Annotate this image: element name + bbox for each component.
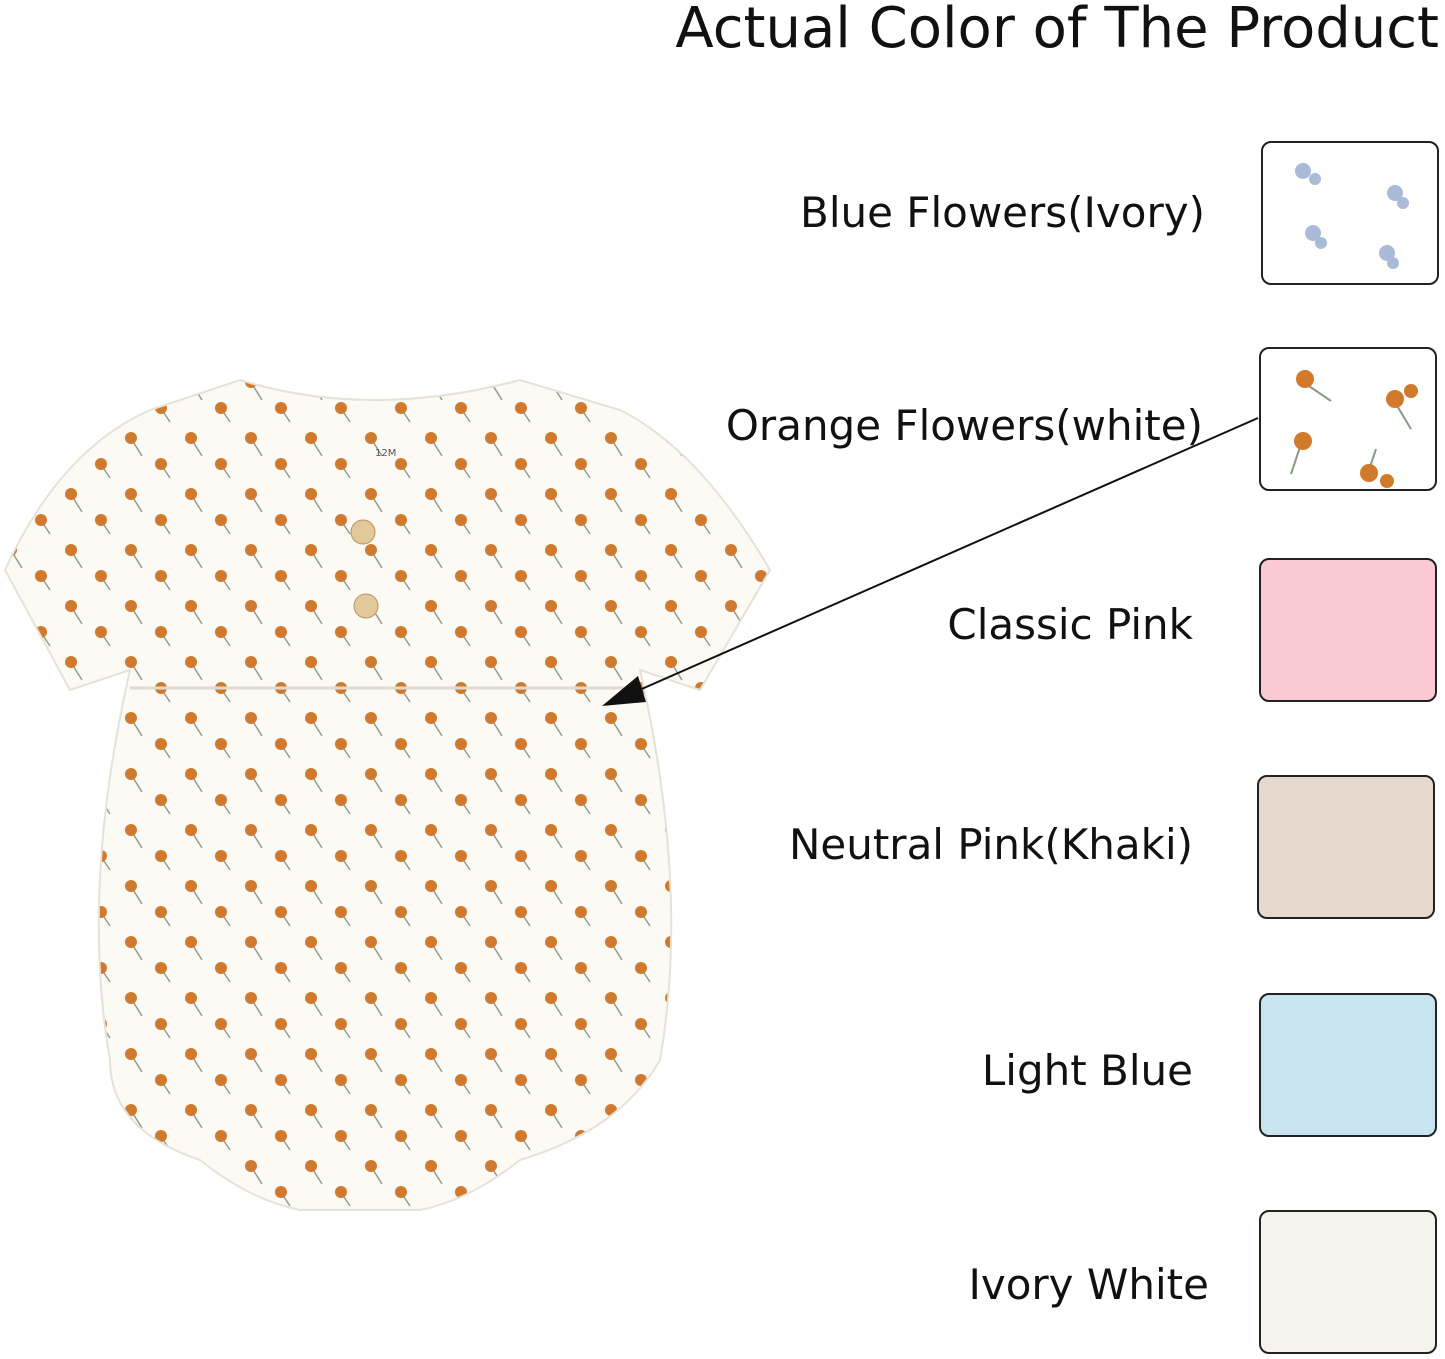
swatch-blue-flowers[interactable] — [1261, 141, 1439, 285]
blue-flower-pattern — [1295, 163, 1409, 269]
color-label-ivory-white: Ivory White — [968, 1260, 1209, 1309]
orange-flower-pattern — [1290, 370, 1418, 488]
page-title: Actual Color of The Product — [675, 0, 1439, 61]
color-label-orange-flowers: Orange Flowers(white) — [725, 401, 1203, 450]
romper-body — [3, 378, 772, 1211]
swatch-orange-flowers[interactable] — [1259, 347, 1437, 491]
swatch-classic-pink[interactable] — [1259, 558, 1437, 702]
swatch-neutral-pink[interactable] — [1257, 775, 1435, 919]
button-icon — [350, 519, 376, 545]
romper-product-image: 12M — [3, 378, 772, 1211]
swatch-ivory-white[interactable] — [1259, 1210, 1437, 1354]
color-label-neutral-pink: Neutral Pink(Khaki) — [788, 820, 1193, 869]
size-tag: 12M — [375, 448, 396, 459]
color-label-blue-flowers: Blue Flowers(Ivory) — [800, 188, 1205, 237]
color-label-light-blue: Light Blue — [981, 1046, 1193, 1095]
button-icon — [353, 593, 379, 619]
swatch-light-blue[interactable] — [1259, 993, 1437, 1137]
color-label-classic-pink: Classic Pink — [947, 600, 1193, 649]
